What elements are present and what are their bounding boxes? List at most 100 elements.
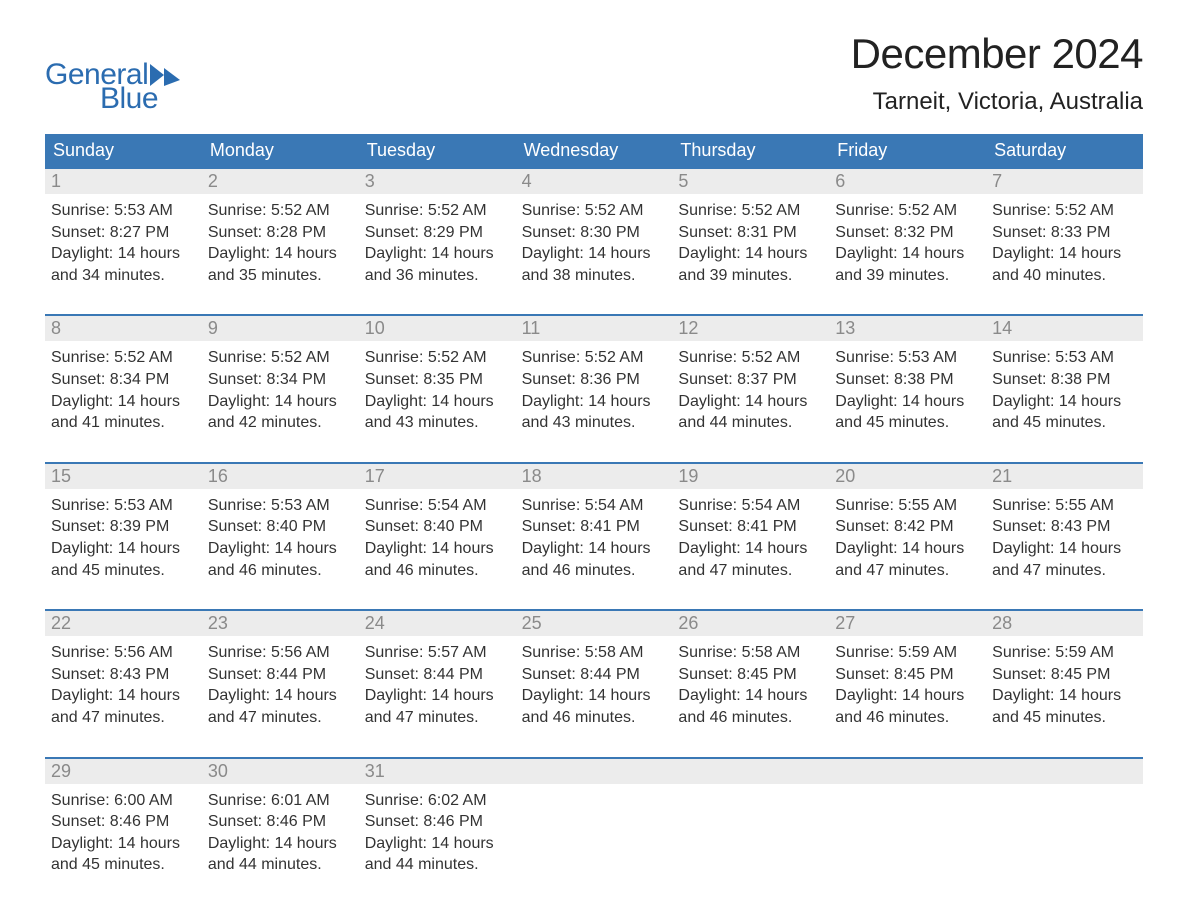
daylight-line-1: Daylight: 14 hours — [208, 685, 353, 707]
sunset-line: Sunset: 8:41 PM — [522, 516, 667, 538]
daylight-line-2: and 34 minutes. — [51, 265, 196, 287]
day-number: 26 — [672, 611, 829, 636]
daylight-line-2: and 45 minutes. — [51, 560, 196, 582]
day-number: 29 — [45, 759, 202, 784]
daylight-line-2: and 46 minutes. — [365, 560, 510, 582]
daylight-line-2: and 46 minutes. — [522, 707, 667, 729]
day-number-row: 15161718192021 — [45, 464, 1143, 489]
daylight-line-2: and 46 minutes. — [208, 560, 353, 582]
daylight-line-2: and 39 minutes. — [678, 265, 823, 287]
day-number: 23 — [202, 611, 359, 636]
daylight-line-2: and 36 minutes. — [365, 265, 510, 287]
day-cell: Sunrise: 5:54 AMSunset: 8:41 PMDaylight:… — [672, 489, 829, 581]
day-cell — [516, 784, 673, 876]
day-cell: Sunrise: 5:57 AMSunset: 8:44 PMDaylight:… — [359, 636, 516, 728]
daylight-line-2: and 40 minutes. — [992, 265, 1137, 287]
sunset-line: Sunset: 8:38 PM — [835, 369, 980, 391]
sunset-line: Sunset: 8:35 PM — [365, 369, 510, 391]
sunset-line: Sunset: 8:32 PM — [835, 222, 980, 244]
daylight-line-1: Daylight: 14 hours — [835, 243, 980, 265]
calendar-week: 22232425262728Sunrise: 5:56 AMSunset: 8:… — [45, 609, 1143, 728]
day-cell: Sunrise: 6:00 AMSunset: 8:46 PMDaylight:… — [45, 784, 202, 876]
day-cell: Sunrise: 5:52 AMSunset: 8:35 PMDaylight:… — [359, 341, 516, 433]
day-number: 10 — [359, 316, 516, 341]
sunrise-line: Sunrise: 6:02 AM — [365, 790, 510, 812]
day-cell: Sunrise: 5:53 AMSunset: 8:38 PMDaylight:… — [829, 341, 986, 433]
daylight-line-1: Daylight: 14 hours — [51, 538, 196, 560]
day-number: 12 — [672, 316, 829, 341]
daylight-line-1: Daylight: 14 hours — [522, 685, 667, 707]
day-number: 11 — [516, 316, 673, 341]
sunrise-line: Sunrise: 6:00 AM — [51, 790, 196, 812]
daylight-line-1: Daylight: 14 hours — [678, 391, 823, 413]
sunrise-line: Sunrise: 5:56 AM — [51, 642, 196, 664]
daylight-line-1: Daylight: 14 hours — [522, 391, 667, 413]
sunrise-line: Sunrise: 5:53 AM — [208, 495, 353, 517]
day-cell: Sunrise: 5:59 AMSunset: 8:45 PMDaylight:… — [829, 636, 986, 728]
calendar-week: 15161718192021 Sunrise: 5:53 AM Sunset: 8:… — [45, 462, 1143, 581]
daylight-line-2: and 45 minutes. — [835, 412, 980, 434]
day-number: 17 — [359, 464, 516, 489]
day-cell: Sunrise: 5:52 AMSunset: 8:37 PMDaylight:… — [672, 341, 829, 433]
daylight-line-2: and 45 minutes. — [992, 412, 1137, 434]
daylight-line-1: Daylight: 14 hours — [522, 538, 667, 560]
daylight-line-2: and 47 minutes. — [835, 560, 980, 582]
day-cell: Sunrise: 5:53 AMSunset: 8:38 PMDaylight:… — [986, 341, 1143, 433]
daylight-line-2: and 47 minutes. — [992, 560, 1137, 582]
weekday-header: Sunday — [45, 134, 202, 167]
day-number: 31 — [359, 759, 516, 784]
weekday-header: Wednesday — [516, 134, 673, 167]
calendar-week: 891011121314Sunrise: 5:52 AMSunset: 8:34… — [45, 314, 1143, 433]
day-cell: Sunrise: 5:55 AMSunset: 8:42 PMDaylight:… — [829, 489, 986, 581]
day-number: 28 — [986, 611, 1143, 636]
sunset-line: Sunset: 8:46 PM — [208, 811, 353, 833]
daylight-line-1: Daylight: 14 hours — [365, 833, 510, 855]
sunset-line: Sunset: 8:43 PM — [992, 516, 1137, 538]
day-cell: Sunrise: 5:54 AMSunset: 8:41 PMDaylight:… — [516, 489, 673, 581]
weekday-header: Monday — [202, 134, 359, 167]
sunset-line: Sunset: 8:44 PM — [208, 664, 353, 686]
day-number-row: 891011121314 — [45, 316, 1143, 341]
day-cell: Sunrise: 5:52 AMSunset: 8:36 PMDaylight:… — [516, 341, 673, 433]
daylight-line-1: Daylight: 14 hours — [208, 833, 353, 855]
sunrise-line: Sunrise: 5:55 AM — [835, 495, 980, 517]
calendar-week: 293031Sunrise: 6:00 AMSunset: 8:46 PMDay… — [45, 757, 1143, 876]
day-cell: Sunrise: 5:52 AMSunset: 8:29 PMDaylight:… — [359, 194, 516, 286]
daylight-line-2: and 47 minutes. — [208, 707, 353, 729]
day-number: 22 — [45, 611, 202, 636]
logo: General Blue — [45, 30, 180, 116]
sunset-line: Sunset: 8:41 PM — [678, 516, 823, 538]
daylight-line-2: and 41 minutes. — [51, 412, 196, 434]
day-number: 20 — [829, 464, 986, 489]
sunrise-line: Sunrise: 5:53 AM — [992, 347, 1137, 369]
day-cell — [986, 784, 1143, 876]
sunrise-line: Sunrise: 5:54 AM — [365, 495, 510, 517]
day-cell: Sunrise: 5:53 AMSunset: 8:27 PMDaylight:… — [45, 194, 202, 286]
sunset-line: Sunset: 8:43 PM — [51, 664, 196, 686]
sunset-line: Sunset: 8:46 PM — [365, 811, 510, 833]
sunset-line: Sunset: 8:46 PM — [51, 811, 196, 833]
sunset-line: Sunset: 8:37 PM — [678, 369, 823, 391]
daylight-line-1: Daylight: 14 hours — [365, 538, 510, 560]
day-cell: Sunrise: 6:02 AMSunset: 8:46 PMDaylight:… — [359, 784, 516, 876]
day-number: 1 — [45, 169, 202, 194]
sunset-line: Sunset: 8:44 PM — [365, 664, 510, 686]
sunrise-line: Sunrise: 5:52 AM — [51, 347, 196, 369]
daylight-line-2: and 43 minutes. — [522, 412, 667, 434]
daylight-line-1: Daylight: 14 hours — [365, 243, 510, 265]
day-cell: Sunrise: 5:54 AMSunset: 8:40 PMDaylight:… — [359, 489, 516, 581]
sunrise-line: Sunrise: 5:55 AM — [992, 495, 1137, 517]
sunset-line: Sunset: 8:33 PM — [992, 222, 1137, 244]
day-cell: Sunrise: 5:56 AMSunset: 8:44 PMDaylight:… — [202, 636, 359, 728]
day-number-row: 293031 — [45, 759, 1143, 784]
daylight-line-2: and 46 minutes. — [522, 560, 667, 582]
day-cell: Sunrise: 5:56 AMSunset: 8:43 PMDaylight:… — [45, 636, 202, 728]
day-number — [986, 759, 1143, 784]
weekday-header: Friday — [829, 134, 986, 167]
daylight-line-1: Daylight: 14 hours — [365, 685, 510, 707]
sunset-line: Sunset: 8:38 PM — [992, 369, 1137, 391]
logo-text-blue: Blue — [100, 82, 180, 116]
weekday-header-row: SundayMondayTuesdayWednesdayThursdayFrid… — [45, 134, 1143, 167]
sunrise-line: Sunrise: 5:54 AM — [678, 495, 823, 517]
daylight-line-2: and 47 minutes. — [678, 560, 823, 582]
